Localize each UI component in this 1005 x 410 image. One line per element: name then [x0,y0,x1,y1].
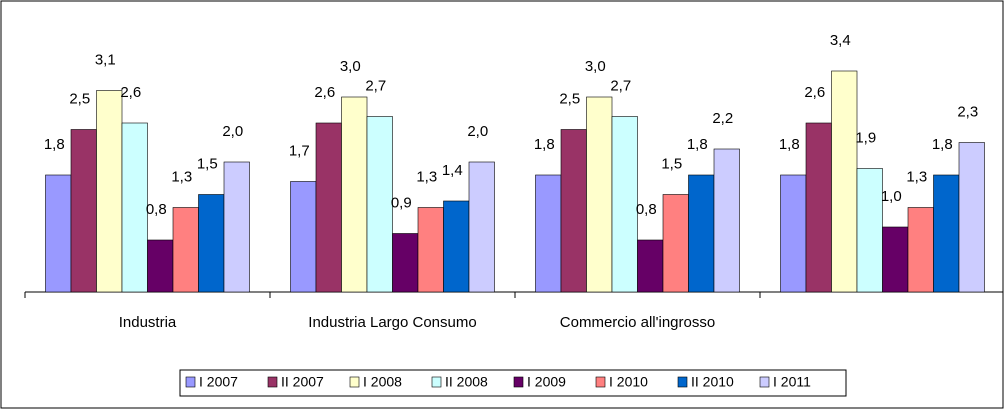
legend-swatch [595,376,606,388]
data-label: 2,0 [222,123,243,140]
x-tick-label: Commercio all'ingrosso [560,314,715,331]
data-label: 1,8 [44,136,65,153]
legend-label: I 2010 [609,374,648,390]
bar [366,116,393,293]
legend-label: II 2007 [281,374,324,390]
data-label: 2,0 [467,123,488,140]
legend-swatch [513,376,524,388]
legend: I 2007 II 2007 I 2008 II 2008 I 2009 I 2010 II… [185,374,811,390]
bar [147,239,174,293]
legend-swatch [431,376,442,388]
bar [780,174,807,293]
data-label: 1,8 [534,136,555,153]
data-label: 1,7 [289,142,310,159]
legend-label: I 2007 [199,374,238,390]
bar [662,194,689,293]
bar [198,194,225,293]
data-label: 2,7 [610,77,631,94]
bar [315,122,342,293]
bar [933,174,960,293]
data-label: 2,5 [69,90,90,107]
x-tick-label: Industria [119,314,177,331]
bar [831,70,858,293]
data-label: 1,3 [906,168,927,185]
bar [443,200,470,293]
legend-swatch [185,376,196,388]
bar [611,116,638,293]
data-label: 2,2 [712,110,733,127]
data-label: 1,8 [932,136,953,153]
bar [341,96,368,293]
bar [856,168,883,293]
bar [290,181,317,293]
data-label: 1,0 [881,188,902,205]
data-label: 3,0 [585,58,606,75]
bar [535,174,562,293]
data-label: 3,1 [95,51,116,68]
legend-box [179,369,847,397]
legend-swatch [677,376,688,388]
data-label: 2,5 [559,90,580,107]
bar [805,122,832,293]
data-label: 1,3 [171,168,192,185]
bar [688,174,715,293]
bar [172,207,199,293]
legend-label: I 2011 [773,374,811,390]
bar [882,226,909,293]
bar [958,142,985,293]
data-label: 2,6 [120,84,141,101]
legend-swatch [759,376,770,388]
bar [96,90,123,293]
x-tick-label: Industria Largo Consumo [308,314,476,331]
data-label: 1,8 [687,136,708,153]
data-label: 1,9 [855,129,876,146]
bar [121,122,148,293]
bar [637,239,664,293]
data-label: 1,5 [661,155,682,172]
data-label: 1,3 [416,168,437,185]
bar [392,233,419,293]
data-label: 2,6 [314,84,335,101]
bar [907,207,934,293]
legend-label: II 2010 [691,374,734,390]
data-label: 0,8 [146,201,167,218]
data-label: 0,8 [636,201,657,218]
bar [70,129,97,293]
data-label: 2,6 [804,84,825,101]
data-label: 1,8 [779,136,800,153]
data-label: 1,5 [197,155,218,172]
data-label: 1,4 [442,162,463,179]
data-label: 2,3 [957,103,978,120]
bar [417,207,444,293]
bar [586,96,613,293]
bar [560,129,587,293]
data-label: 0,9 [391,194,412,211]
legend-label: II 2008 [445,374,488,390]
bar [45,174,72,293]
legend-swatch [267,376,278,388]
data-label: 2,7 [365,77,386,94]
legend-label: I 2008 [363,374,402,390]
bar [223,161,250,293]
data-label: 3,4 [830,32,851,49]
bar [713,148,740,293]
legend-label: I 2009 [527,374,566,390]
legend-swatch [349,376,360,388]
bar [468,161,495,293]
data-label: 3,0 [340,58,361,75]
